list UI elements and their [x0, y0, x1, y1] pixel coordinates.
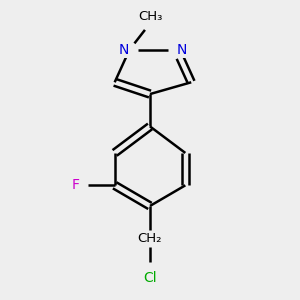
Text: CH₃: CH₃ [138, 11, 162, 23]
Text: N: N [119, 43, 129, 57]
Text: CH₂: CH₂ [138, 232, 162, 245]
Text: Cl: Cl [143, 271, 157, 285]
Text: N: N [176, 43, 187, 57]
Text: F: F [71, 178, 79, 192]
